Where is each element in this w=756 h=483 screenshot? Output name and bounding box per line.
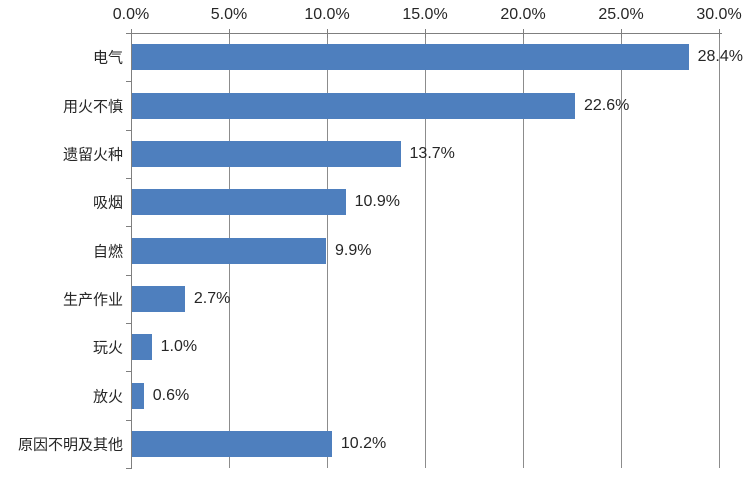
category-label: 原因不明及其他 — [17, 436, 123, 454]
x-axis-tick-label: 0.0% — [112, 6, 150, 23]
x-axis-tick — [327, 29, 328, 38]
x-axis-tick-label: 25.0% — [598, 6, 644, 23]
x-axis-tick — [523, 29, 524, 38]
value-label: 13.7% — [409, 144, 455, 162]
value-label: 28.4% — [697, 48, 743, 66]
y-axis-tick — [126, 274, 132, 276]
value-label: 2.7% — [193, 289, 231, 307]
y-axis-tick — [126, 419, 132, 421]
y-axis-tick — [126, 468, 132, 469]
x-axis-tick-label: 10.0% — [304, 6, 350, 23]
category-label: 放火 — [92, 388, 123, 405]
category-label: 吸烟 — [92, 194, 123, 212]
category-label: 电气 — [92, 49, 123, 67]
bar — [132, 334, 152, 361]
x-axis-tick — [229, 29, 230, 38]
gridline — [327, 33, 328, 468]
x-axis-tick — [621, 29, 622, 38]
y-axis-tick — [126, 371, 132, 373]
x-axis-tick-label: 5.0% — [210, 6, 248, 23]
value-label: 10.2% — [340, 434, 387, 452]
bar — [132, 92, 575, 119]
bar — [132, 285, 185, 312]
value-label: 10.9% — [354, 193, 400, 211]
category-label: 生产作业 — [62, 291, 123, 309]
x-axis-tick — [425, 29, 426, 38]
y-axis-line — [131, 33, 132, 468]
gridline — [621, 33, 622, 468]
x-axis-tick-label: 20.0% — [500, 6, 546, 23]
bar — [132, 430, 332, 457]
y-axis-tick — [126, 129, 132, 131]
x-axis-tick — [719, 29, 720, 38]
y-axis-tick — [126, 33, 132, 34]
gridline — [523, 33, 524, 468]
bar — [132, 140, 401, 167]
category-label: 用火不慎 — [62, 98, 123, 115]
value-label: 9.9% — [335, 241, 372, 259]
y-axis-tick — [126, 323, 132, 324]
y-axis-tick — [126, 226, 132, 228]
x-axis-tick-label: 30.0% — [696, 6, 742, 23]
bar — [132, 44, 689, 71]
bar — [132, 189, 346, 216]
y-axis-tick — [126, 178, 132, 179]
bar — [132, 382, 144, 409]
gridline — [425, 33, 426, 468]
category-label: 自燃 — [92, 243, 123, 260]
value-label: 0.6% — [152, 386, 190, 404]
category-label: 遗留火种 — [62, 146, 123, 164]
value-label: 1.0% — [160, 338, 198, 356]
x-axis-tick-label: 15.0% — [402, 6, 448, 23]
y-axis-tick — [126, 81, 132, 83]
category-label: 玩火 — [92, 339, 123, 357]
x-axis-line — [130, 33, 722, 34]
gridline — [719, 33, 720, 468]
value-label: 22.6% — [583, 96, 630, 114]
bar — [132, 237, 327, 264]
